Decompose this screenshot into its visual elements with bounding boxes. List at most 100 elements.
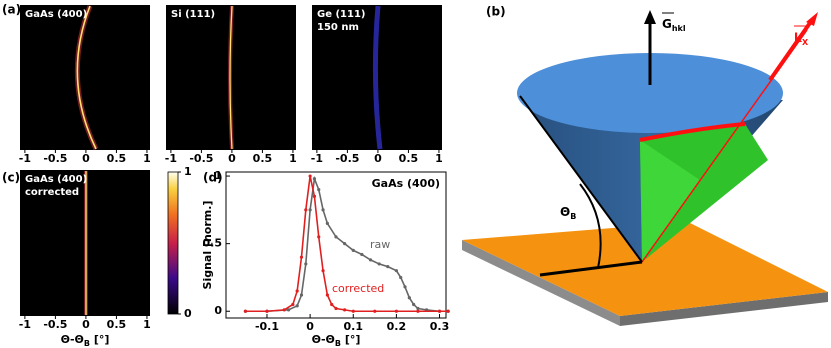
data-point bbox=[295, 304, 299, 308]
data-point bbox=[446, 309, 450, 313]
image-title: Si (111) bbox=[171, 9, 215, 20]
data-point bbox=[295, 289, 299, 293]
image-title: GaAs (400) bbox=[25, 174, 87, 185]
data-point bbox=[343, 242, 347, 246]
x-axis-label: Θ-ΘB [°] bbox=[61, 333, 110, 348]
x-tick-label: 0.5 bbox=[107, 152, 127, 165]
colorbar bbox=[167, 171, 179, 315]
panel-label: (c) bbox=[2, 171, 20, 185]
x-tick-label: 0.3 bbox=[430, 320, 450, 333]
data-point bbox=[386, 265, 390, 269]
x-tick-label: -0.1 bbox=[255, 320, 279, 333]
panel-label: (b) bbox=[486, 5, 506, 19]
data-point bbox=[243, 309, 248, 313]
vector-label: kX bbox=[794, 31, 809, 47]
y-axis-label: Signal [norm.] bbox=[201, 201, 214, 290]
x-tick-label: -1 bbox=[19, 152, 31, 165]
x-tick-label: 0 bbox=[306, 320, 314, 333]
x-tick-label: 0.5 bbox=[107, 318, 127, 331]
data-point bbox=[399, 275, 403, 280]
data-point bbox=[304, 262, 308, 266]
data-point bbox=[407, 296, 411, 300]
x-tick-label: 0 bbox=[228, 152, 236, 165]
angle-label: ΘB bbox=[560, 205, 576, 221]
x-tick-label: -1 bbox=[19, 318, 31, 331]
data-point bbox=[351, 309, 355, 313]
data-point bbox=[330, 302, 334, 307]
data-point bbox=[321, 269, 325, 273]
x-tick-label: 1 bbox=[143, 318, 151, 331]
data-point bbox=[394, 309, 398, 313]
data-point bbox=[437, 309, 442, 313]
data-point bbox=[377, 262, 381, 266]
image-ge: Ge (111) 150 nm bbox=[312, 5, 442, 150]
data-point bbox=[394, 269, 398, 273]
data-point bbox=[373, 309, 377, 313]
x-tick-label: 0.1 bbox=[344, 320, 364, 333]
panel-label: (d) bbox=[203, 171, 223, 185]
data-point bbox=[325, 221, 329, 225]
data-point bbox=[299, 255, 304, 259]
x-tick-label: -1 bbox=[311, 152, 323, 165]
data-point bbox=[312, 177, 317, 181]
image-title: corrected bbox=[25, 187, 79, 198]
data-point bbox=[308, 174, 312, 178]
data-point bbox=[368, 258, 373, 262]
image-si: Si (111) bbox=[166, 5, 296, 150]
x-tick-label: 1 bbox=[143, 152, 151, 165]
annotation: raw bbox=[370, 238, 390, 251]
data-point bbox=[351, 248, 355, 253]
x-tick-label: 0 bbox=[82, 152, 90, 165]
data-point bbox=[403, 285, 407, 289]
image-title: GaAs (400) bbox=[25, 9, 87, 20]
x-tick-label: 1 bbox=[289, 152, 297, 165]
y-tick-label: 1 bbox=[214, 169, 222, 182]
data-point bbox=[308, 208, 312, 212]
data-point bbox=[265, 309, 269, 313]
data-point bbox=[299, 293, 304, 297]
x-tick-label: 0.5 bbox=[399, 152, 419, 165]
vector-label: Ghkl bbox=[662, 17, 686, 33]
x-tick-label: 0 bbox=[82, 318, 90, 331]
data-point bbox=[416, 306, 420, 311]
data-point bbox=[286, 308, 291, 312]
annotation: corrected bbox=[332, 282, 384, 295]
image-corrected: GaAs (400) corrected bbox=[20, 170, 150, 316]
data-point bbox=[343, 308, 347, 312]
data-point bbox=[360, 252, 364, 257]
x-tick-label: 0.5 bbox=[253, 152, 273, 165]
x-tick-label: -1 bbox=[165, 152, 177, 165]
data-point bbox=[334, 235, 338, 239]
data-point bbox=[291, 302, 295, 307]
data-point bbox=[416, 309, 420, 313]
data-point bbox=[325, 293, 329, 297]
image-title: 150 nm bbox=[317, 22, 359, 33]
image-gaas: GaAs (400) bbox=[20, 5, 150, 151]
y-tick-label: 0 bbox=[214, 304, 222, 317]
data-point bbox=[321, 208, 325, 212]
colorbar-label: 0 bbox=[184, 307, 192, 320]
x-tick-label: 1 bbox=[435, 152, 443, 165]
colorbar-label: 1 bbox=[184, 165, 192, 178]
data-point bbox=[312, 194, 317, 198]
data-point bbox=[317, 187, 321, 192]
data-point bbox=[317, 235, 321, 239]
panel-label: (a) bbox=[2, 3, 21, 17]
plot-title: GaAs (400) bbox=[372, 177, 440, 190]
diagram bbox=[462, 10, 828, 326]
data-point bbox=[334, 306, 338, 311]
x-axis-label: Θ-ΘB [°] bbox=[312, 333, 361, 348]
data-point bbox=[412, 302, 416, 307]
plot-frame bbox=[225, 171, 447, 319]
x-tick-label: -0.5 bbox=[189, 152, 213, 165]
x-tick-label: -0.5 bbox=[43, 318, 67, 331]
x-tick-label: -0.5 bbox=[43, 152, 67, 165]
x-tick-label: -0.5 bbox=[335, 152, 359, 165]
x-tick-label: 0.2 bbox=[387, 320, 407, 333]
data-point bbox=[282, 308, 286, 312]
y-tick-label: 0.5 bbox=[203, 237, 223, 250]
data-point bbox=[304, 208, 308, 212]
x-tick-label: 0 bbox=[374, 152, 382, 165]
image-title: Ge (111) bbox=[317, 9, 366, 20]
